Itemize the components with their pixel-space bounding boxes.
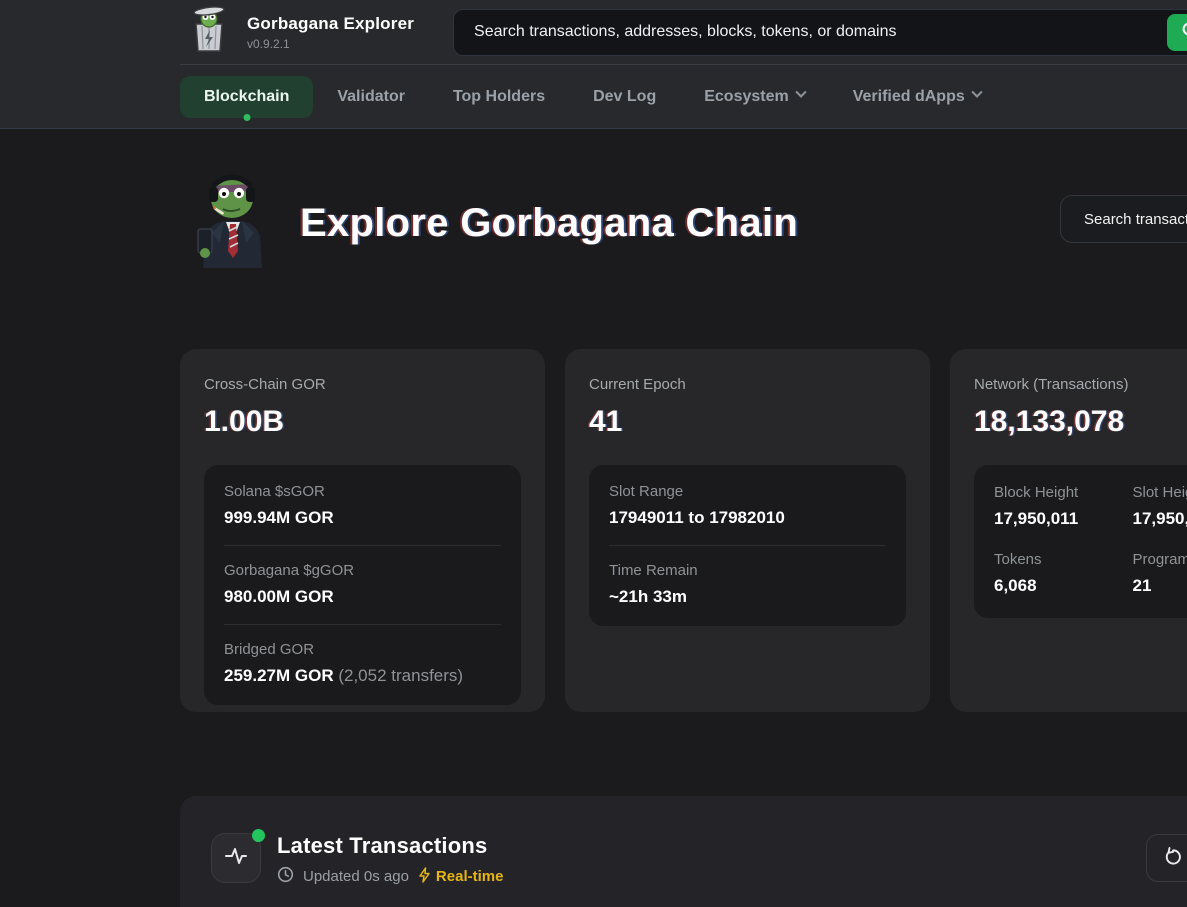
detail-row-bridged-gor: Bridged GOR 259.27M GOR (2,052 transfers… bbox=[224, 624, 501, 703]
chevron-down-icon bbox=[971, 86, 983, 98]
row-value-main: 259.27M GOR bbox=[224, 666, 334, 685]
detail-row-time-remain: Time Remain ~21h 33m bbox=[609, 545, 886, 624]
activity-pulse-icon bbox=[223, 843, 249, 874]
header-bar: Gorbagana Explorer v0.9.2.1 bbox=[0, 0, 1187, 128]
mascot-image bbox=[190, 173, 275, 273]
nav-tab-label: Verified dApps bbox=[852, 87, 965, 105]
app-title: Gorbagana Explorer bbox=[247, 13, 415, 33]
hero-section: Explore Gorbagana Chain Search transacti… bbox=[0, 129, 1187, 308]
row-label: Programs bbox=[1132, 551, 1187, 568]
row-label: Solana $sGOR bbox=[224, 483, 325, 500]
live-indicator-dot bbox=[252, 829, 265, 842]
header-top-row: Gorbagana Explorer v0.9.2.1 bbox=[0, 0, 1187, 64]
trashcan-logo-icon bbox=[188, 6, 230, 58]
row-value: 21 bbox=[1132, 576, 1152, 595]
detail-row-slot-range: Slot Range 17949011 to 17982010 bbox=[609, 467, 886, 545]
card-detail-panel: Slot Range 17949011 to 17982010 Time Rem… bbox=[589, 465, 906, 626]
row-value-note: (2,052 transfers) bbox=[338, 666, 464, 685]
row-value: 17,950,011 bbox=[994, 509, 1079, 528]
hero-search-shortcut-button[interactable]: Search transactions bbox=[1060, 195, 1187, 243]
latest-transactions-header: Latest Transactions Updated 0s ago bbox=[180, 796, 1187, 887]
global-search-input[interactable] bbox=[454, 23, 1115, 41]
row-label: Tokens bbox=[994, 551, 1042, 568]
card-cross-chain-gor: Cross-Chain GOR 1.00B Solana $sGOR 999.9… bbox=[180, 349, 545, 712]
brand-text: Gorbagana Explorer v0.9.2.1 bbox=[247, 14, 414, 51]
hero-search-shortcut-label: Search transactions bbox=[1084, 210, 1187, 228]
row-value-main: 980.00M GOR bbox=[224, 587, 334, 606]
row-value: 17949011 to 17982010 bbox=[609, 508, 785, 527]
nav-tab-label: Ecosystem bbox=[704, 87, 789, 105]
nav-tab-label: Dev Log bbox=[593, 87, 657, 105]
row-label: Block Height bbox=[994, 484, 1079, 501]
nav-tab-validator[interactable]: Validator bbox=[313, 76, 429, 118]
nav-tab-top-holders[interactable]: Top Holders bbox=[429, 76, 569, 118]
row-label: Slot Height bbox=[1132, 484, 1187, 501]
grid-cell-tokens: Tokens 6,068 bbox=[994, 551, 1133, 596]
detail-row-gorbagana-ggor: Gorbagana $gGOR 980.00M GOR bbox=[224, 545, 501, 624]
row-value: 999.94M GOR bbox=[224, 508, 501, 528]
stats-row: Cross-Chain GOR 1.00B Solana $sGOR 999.9… bbox=[180, 349, 1187, 712]
latest-transactions-panel: Latest Transactions Updated 0s ago bbox=[180, 796, 1187, 907]
nav-tab-label: Validator bbox=[337, 87, 405, 105]
card-network-transactions: Network (Transactions) 18,133,078 Block … bbox=[950, 349, 1187, 712]
activity-icon-box bbox=[211, 829, 265, 883]
card-value: 1.00B bbox=[204, 405, 285, 438]
updated-text: Updated 0s ago bbox=[303, 868, 409, 885]
search-submit-button[interactable] bbox=[1167, 13, 1187, 51]
page-title: Explore Gorbagana Chain bbox=[300, 200, 799, 245]
card-detail-grid: Block Height 17,950,011 Slot Height 17,9… bbox=[974, 465, 1187, 618]
search-icon bbox=[1181, 21, 1187, 43]
primary-nav: Blockchain Validator Top Holders Dev Log… bbox=[0, 65, 1187, 128]
grid-cell-programs: Programs 21 bbox=[1133, 551, 1187, 596]
header-bottom-divider bbox=[0, 128, 1187, 129]
app-version: v0.9.2.1 bbox=[247, 36, 290, 51]
card-value: 18,133,078 bbox=[974, 405, 1125, 438]
card-value: 41 bbox=[589, 405, 623, 438]
nav-tab-verified-dapps[interactable]: Verified dApps bbox=[829, 76, 1005, 118]
row-value-main: 999.94M GOR bbox=[224, 508, 334, 527]
grid-cell-block-height: Block Height 17,950,011 bbox=[994, 484, 1133, 529]
active-tab-dot bbox=[243, 113, 251, 121]
realtime-badge: Real-time bbox=[418, 866, 504, 887]
card-label: Network (Transactions) bbox=[974, 376, 1129, 393]
row-label: Time Remain bbox=[609, 562, 698, 579]
nav-tab-label: Top Holders bbox=[452, 87, 546, 105]
row-value: 17,950,013 bbox=[1132, 509, 1187, 528]
global-search-bar bbox=[453, 8, 1187, 56]
realtime-label: Real-time bbox=[435, 868, 504, 885]
nav-tab-blockchain[interactable]: Blockchain bbox=[180, 75, 314, 121]
header-divider bbox=[180, 64, 1187, 65]
row-value: 980.00M GOR bbox=[224, 587, 501, 607]
row-label: Slot Range bbox=[609, 483, 684, 500]
refresh-button[interactable] bbox=[1146, 834, 1187, 882]
section-subtitle: Updated 0s ago Real-time bbox=[277, 866, 503, 887]
row-value: 6,068 bbox=[994, 576, 1037, 595]
detail-row-solana-sgor: Solana $sGOR 999.94M GOR bbox=[224, 467, 501, 545]
row-value: 259.27M GOR (2,052 transfers) bbox=[224, 666, 501, 686]
card-detail-panel: Solana $sGOR 999.94M GOR Gorbagana $gGOR… bbox=[204, 465, 521, 705]
nav-tab-label: Blockchain bbox=[204, 87, 290, 105]
nav-tab-ecosystem[interactable]: Ecosystem bbox=[680, 76, 829, 118]
card-label: Cross-Chain GOR bbox=[204, 376, 326, 393]
latest-transactions-titles: Latest Transactions Updated 0s ago bbox=[277, 833, 503, 887]
row-label: Gorbagana $gGOR bbox=[224, 562, 355, 579]
brand[interactable]: Gorbagana Explorer v0.9.2.1 bbox=[188, 6, 414, 58]
row-label: Bridged GOR bbox=[224, 641, 315, 658]
card-current-epoch: Current Epoch 41 Slot Range 17949011 to … bbox=[565, 349, 930, 712]
row-value: ~21h 33m bbox=[609, 587, 687, 606]
card-label: Current Epoch bbox=[589, 376, 686, 393]
section-title: Latest Transactions bbox=[277, 833, 488, 858]
clock-icon bbox=[277, 866, 294, 887]
chevron-down-icon bbox=[795, 86, 807, 98]
nav-tab-dev-log[interactable]: Dev Log bbox=[569, 76, 680, 118]
refresh-icon bbox=[1162, 846, 1184, 871]
grid-cell-slot-height: Slot Height 17,950,013 bbox=[1133, 484, 1187, 529]
lightning-bolt-icon bbox=[418, 866, 431, 887]
